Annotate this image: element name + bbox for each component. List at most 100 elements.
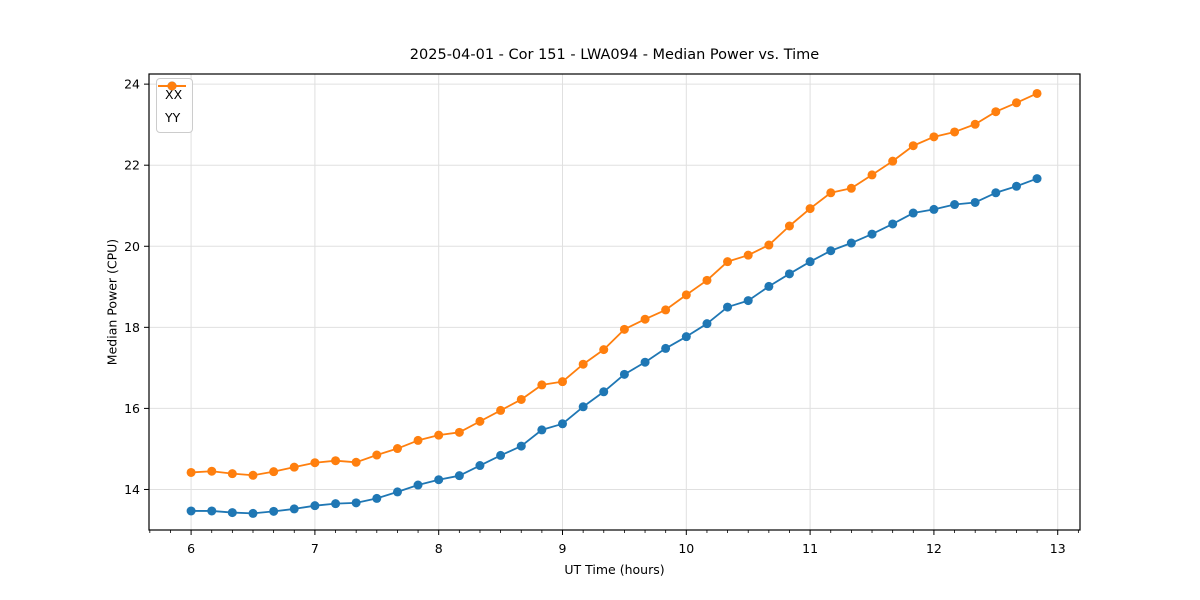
data-point-yy (186, 467, 196, 477)
y-tick-label: 14 (124, 482, 140, 497)
data-point-xx (991, 188, 1001, 198)
data-point-yy (516, 394, 526, 404)
y-tick-label: 20 (124, 239, 140, 254)
data-point-xx (702, 319, 712, 329)
data-point-yy (558, 377, 568, 387)
data-point-yy (991, 107, 1001, 117)
x-tick-label: 12 (926, 541, 942, 556)
y-tick-label: 22 (124, 158, 140, 173)
data-point-xx (372, 493, 382, 503)
data-point-yy (537, 380, 547, 390)
data-point-xx (867, 229, 877, 239)
data-point-xx (392, 487, 402, 497)
data-point-xx (537, 425, 547, 435)
data-point-xx (331, 499, 341, 509)
data-point-yy (661, 305, 671, 315)
data-point-yy (846, 183, 856, 193)
data-point-xx (351, 498, 361, 508)
data-point-yy (289, 462, 299, 472)
data-point-yy (331, 456, 341, 466)
data-point-xx (661, 343, 671, 353)
y-tick-label: 18 (124, 320, 140, 335)
data-point-yy (454, 427, 464, 437)
data-point-xx (1011, 181, 1021, 191)
data-point-xx (248, 508, 258, 518)
x-tick-label: 10 (678, 541, 694, 556)
y-tick-label: 16 (124, 401, 140, 416)
data-point-yy (578, 359, 588, 369)
x-tick-label: 7 (311, 541, 319, 556)
data-point-xx (475, 461, 485, 471)
data-point-yy (784, 221, 794, 231)
data-point-xx (888, 219, 898, 229)
x-axis-label: UT Time (hours) (564, 562, 665, 577)
legend: XX YY (156, 78, 194, 133)
data-point-xx (1032, 174, 1042, 184)
data-point-yy (351, 457, 361, 467)
x-tick-label: 9 (559, 541, 567, 556)
data-point-xx (640, 357, 650, 367)
data-point-xx (805, 257, 815, 267)
data-point-xx (289, 504, 299, 514)
data-point-xx (558, 419, 568, 429)
data-point-xx (619, 369, 629, 379)
data-point-xx (764, 281, 774, 291)
data-point-yy (908, 141, 918, 151)
data-point-yy (207, 466, 217, 476)
plot-frame (148, 73, 1081, 531)
data-point-xx (434, 475, 444, 485)
x-tick-label: 11 (802, 541, 818, 556)
x-tick-label: 13 (1050, 541, 1066, 556)
data-point-yy (764, 240, 774, 250)
data-point-xx (310, 501, 320, 511)
data-point-yy (434, 430, 444, 440)
data-point-xx (496, 450, 506, 460)
data-point-yy (970, 119, 980, 129)
data-point-yy (372, 450, 382, 460)
data-point-yy (867, 170, 877, 180)
data-point-yy (640, 314, 650, 324)
series-line-yy (191, 92, 1038, 477)
data-point-yy (723, 257, 733, 267)
data-point-yy (950, 127, 960, 137)
data-point-yy (619, 324, 629, 334)
data-point-xx (599, 387, 609, 397)
data-point-xx (578, 402, 588, 412)
data-point-xx (970, 197, 980, 207)
chart-title: 2025-04-01 - Cor 151 - LWA094 - Median P… (409, 47, 820, 63)
data-point-xx (186, 506, 196, 516)
data-point-xx (269, 506, 279, 516)
data-point-xx (743, 296, 753, 306)
x-tick-label: 6 (187, 541, 195, 556)
data-point-yy (888, 156, 898, 166)
data-point-xx (413, 480, 423, 490)
data-point-xx (908, 208, 918, 218)
data-point-yy (805, 204, 815, 214)
data-point-xx (929, 204, 939, 214)
data-point-yy (475, 416, 485, 426)
data-point-xx (826, 246, 836, 256)
data-point-yy (392, 444, 402, 454)
data-point-yy (702, 275, 712, 285)
data-point-xx (516, 441, 526, 451)
legend-label-xx: XX (165, 86, 183, 102)
data-point-xx (227, 508, 237, 518)
data-point-xx (784, 269, 794, 279)
legend-label-yy: YY (165, 109, 181, 125)
data-point-xx (207, 506, 217, 516)
data-point-yy (413, 435, 423, 445)
data-point-xx (681, 332, 691, 342)
data-point-yy (248, 470, 258, 480)
data-point-xx (950, 200, 960, 210)
data-point-yy (496, 405, 506, 415)
data-point-yy (826, 188, 836, 198)
data-point-yy (929, 132, 939, 142)
data-point-xx (846, 238, 856, 248)
data-point-xx (454, 471, 464, 481)
data-point-yy (1032, 88, 1042, 98)
data-point-yy (269, 467, 279, 477)
data-point-yy (681, 290, 691, 300)
data-point-yy (743, 250, 753, 260)
